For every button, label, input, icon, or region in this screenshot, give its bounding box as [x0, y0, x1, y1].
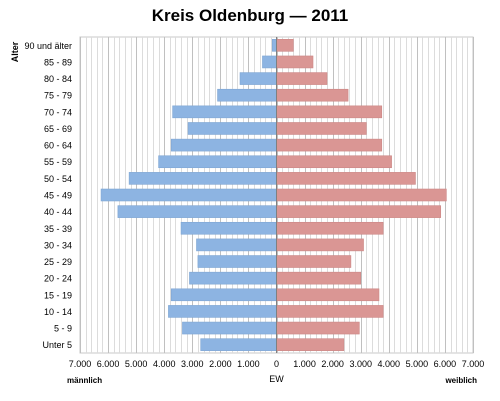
category-label: 85 - 89 [44, 57, 72, 67]
bar-female-16 [276, 305, 384, 318]
x-tick-label: 7.000 [69, 359, 92, 369]
category-label: 5 - 9 [54, 324, 72, 334]
bar-female-17 [276, 321, 360, 335]
category-label: 45 - 49 [44, 191, 72, 201]
bar-female-5 [276, 122, 367, 135]
bar-female-8 [276, 172, 416, 185]
bar-male-15 [170, 288, 277, 302]
category-label: 90 und älter [24, 41, 72, 51]
x-tick-label: 4.000 [378, 359, 401, 369]
x-tick-label: 6.000 [434, 359, 457, 369]
category-label: 50 - 54 [44, 174, 72, 184]
y-axis-title: Alter [10, 41, 20, 62]
bar-male-5 [187, 122, 277, 135]
bar-female-3 [276, 88, 349, 102]
bar-female-10 [276, 205, 442, 218]
category-label: 55 - 59 [44, 157, 72, 167]
bar-male-14 [189, 271, 277, 285]
bar-female-4 [276, 105, 383, 119]
bar-male-8 [128, 172, 277, 185]
bar-female-18 [276, 338, 345, 351]
bar-female-1 [276, 55, 314, 69]
category-label: 30 - 34 [44, 240, 72, 250]
category-label: 80 - 84 [44, 74, 72, 84]
bar-male-12 [196, 238, 277, 252]
category-label: 25 - 29 [44, 257, 72, 267]
category-label: 20 - 24 [44, 274, 72, 284]
category-label: 40 - 44 [44, 207, 72, 217]
bar-female-6 [276, 138, 383, 152]
category-label: Unter 5 [42, 340, 72, 350]
bar-male-4 [172, 105, 277, 119]
bar-male-13 [197, 255, 277, 268]
x-tick-label: 1.000 [293, 359, 316, 369]
bar-male-2 [239, 72, 277, 85]
category-label: 15 - 19 [44, 290, 72, 300]
x-tick-label: 0 [274, 359, 279, 369]
chart-title: Kreis Oldenburg — 2011 [151, 6, 349, 25]
bar-male-18 [200, 338, 277, 351]
left-side-label: männlich [67, 376, 102, 385]
bar-female-7 [276, 155, 392, 169]
category-label: 35 - 39 [44, 224, 72, 234]
bar-female-2 [276, 72, 328, 85]
bar-male-11 [180, 221, 277, 235]
bar-male-1 [262, 55, 277, 69]
x-tick-label: 2.000 [321, 359, 344, 369]
x-tick-label: 5.000 [406, 359, 429, 369]
bar-female-15 [276, 288, 380, 302]
category-label: 10 - 14 [44, 307, 72, 317]
bar-female-14 [276, 271, 362, 285]
x-tick-label: 3.000 [181, 359, 204, 369]
bar-female-13 [276, 255, 352, 268]
x-tick-label: 1.000 [237, 359, 260, 369]
bar-male-17 [182, 321, 277, 335]
category-label: 75 - 79 [44, 91, 72, 101]
x-tick-label: 3.000 [349, 359, 372, 369]
x-tick-label: 5.000 [125, 359, 148, 369]
x-tick-label: 7.000 [462, 359, 485, 369]
bar-male-7 [158, 155, 277, 169]
bar-female-9 [276, 188, 447, 202]
bar-male-9 [100, 188, 277, 202]
category-label: 70 - 74 [44, 107, 72, 117]
x-tick-label: 2.000 [209, 359, 232, 369]
category-label: 65 - 69 [44, 124, 72, 134]
category-label: 60 - 64 [44, 141, 72, 151]
x-tick-label: 4.000 [153, 359, 176, 369]
bar-male-16 [168, 305, 277, 318]
x-axis-title: EW [269, 374, 284, 384]
right-side-label: weiblich [444, 376, 477, 385]
bar-male-3 [217, 88, 277, 102]
bar-female-0 [276, 39, 294, 52]
x-tick-label: 6.000 [97, 359, 120, 369]
bar-female-12 [276, 238, 364, 252]
bar-female-11 [276, 221, 384, 235]
bar-male-10 [117, 205, 277, 218]
bar-male-6 [170, 138, 277, 152]
bar-male-0 [271, 39, 277, 52]
